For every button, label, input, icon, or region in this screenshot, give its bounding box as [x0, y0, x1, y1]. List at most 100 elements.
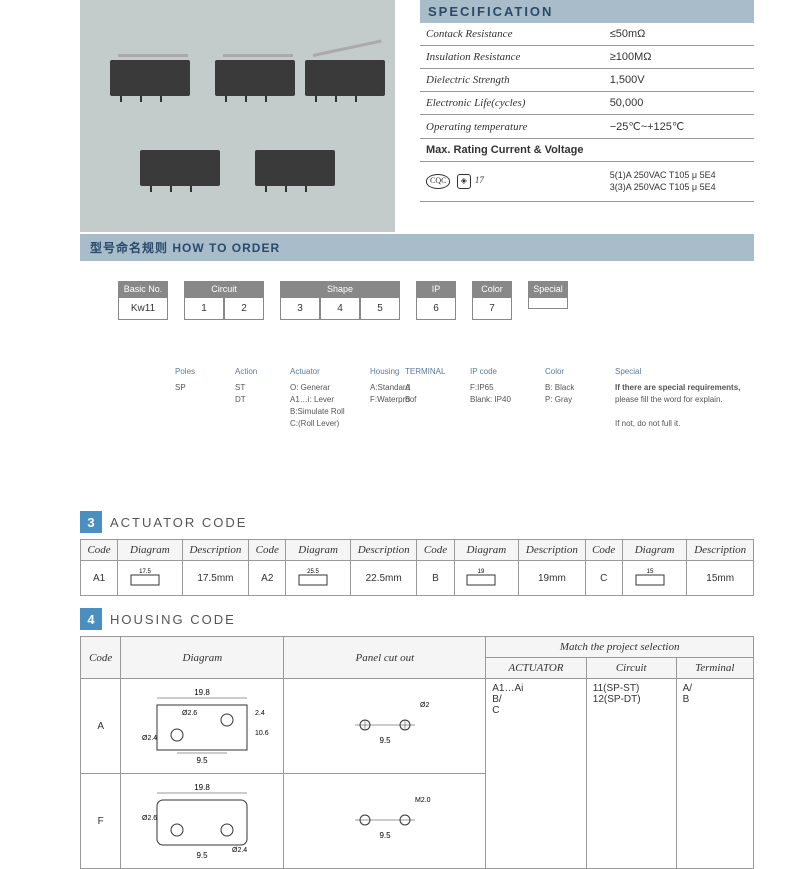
note-line: B:Simulate Roll [290, 406, 345, 418]
spec-label: Insulation Resistance [420, 46, 604, 69]
order-group: Color7 [472, 281, 512, 320]
note-line: A [405, 382, 445, 394]
spec-label: Operating temperature [420, 115, 604, 139]
actuator-cell: 17.5mm [182, 561, 249, 596]
actuator-col: Description [687, 540, 754, 561]
actuator-col: Code [249, 540, 286, 561]
col-code: Code [81, 637, 121, 679]
spec-label: Dielectric Strength [420, 69, 604, 92]
col-panel: Panel cut out [284, 637, 486, 679]
vde-code: 17 [475, 175, 484, 185]
match-terminal: A/ B [676, 679, 753, 869]
svg-text:Ø2.4: Ø2.4 [232, 847, 247, 854]
match-circuit: 11(SP-ST) 12(SP-DT) [586, 679, 676, 869]
note-title: Action [235, 366, 257, 378]
actuator-col: Code [585, 540, 622, 561]
svg-text:Ø2.4: Ø2.4 [142, 735, 157, 742]
note-title: Special [615, 366, 745, 378]
actuator-col: Description [182, 540, 249, 561]
order-group: IP6 [416, 281, 456, 320]
spec-table: Contack Resistance≤50mΩ Insulation Resis… [420, 23, 754, 202]
note-line: please fill the word for explain. [615, 394, 745, 406]
svg-text:Ø2.6: Ø2.6 [142, 815, 157, 822]
svg-text:2.4: 2.4 [255, 710, 265, 717]
housing-code: F [81, 774, 121, 869]
note-title: IP code [470, 366, 511, 378]
svg-text:19.8: 19.8 [195, 688, 211, 697]
actuator-diagram-cell: 15 [622, 561, 687, 596]
section-title: ACTUATOR CODE [110, 515, 247, 530]
housing-diagram: 19.8 Ø2.6 Ø2.4 9.5 [121, 774, 284, 869]
order-group-header: IP [416, 281, 456, 297]
note-line: A1…i: Lever [290, 394, 345, 406]
how-to-order-bar: 型号命名规则 HOW TO ORDER [80, 234, 754, 261]
svg-text:9.5: 9.5 [197, 851, 209, 860]
panel-cutout: Ø2 9.5 [284, 679, 486, 774]
actuator-col: Diagram [454, 540, 519, 561]
note-line: P: Gray [545, 394, 574, 406]
housing-diagram: 19.8 Ø2.4 Ø2.6 2.4 10.6 9.5 [121, 679, 284, 774]
note-line: If there are special requirements, [615, 382, 745, 394]
order-cell [528, 297, 568, 309]
spec-value: 1,500V [604, 69, 754, 92]
cert-line: 3(3)A 250VAC T105 μ 5E4 [610, 182, 748, 194]
order-cell: 3 [280, 297, 320, 320]
order-group: Circuit12 [184, 281, 264, 320]
actuator-cell: A2 [249, 561, 286, 596]
order-group-header: Color [472, 281, 512, 297]
order-group: Basic No.Kw11 [118, 281, 168, 320]
note-line: SP [175, 382, 195, 394]
note-line: DT [235, 394, 257, 406]
product-photo [80, 0, 395, 232]
note-line: C:(Roll Lever) [290, 418, 345, 430]
note-line: B [405, 394, 445, 406]
col-diagram: Diagram [121, 637, 284, 679]
actuator-col: Code [81, 540, 118, 561]
section-title: HOUSING CODE [110, 612, 236, 627]
actuator-cell: 19mm [519, 561, 586, 596]
note-line: O: Generar [290, 382, 345, 394]
order-group: Special [528, 281, 568, 320]
order-diagram: Basic No.Kw11Circuit12Shape345IP6Color7S… [80, 281, 754, 481]
svg-text:9.5: 9.5 [379, 736, 391, 745]
svg-text:Ø2.6: Ø2.6 [182, 710, 197, 717]
order-cell: Kw11 [118, 297, 168, 320]
section-number: 4 [80, 608, 102, 630]
svg-text:Ø2: Ø2 [420, 702, 429, 709]
housing-code: A [81, 679, 121, 774]
actuator-table: CodeDiagramDescriptionCodeDiagramDescrip… [80, 539, 754, 596]
actuator-col: Diagram [286, 540, 351, 561]
subcol-terminal: Terminal [676, 658, 753, 679]
order-group: Shape345 [280, 281, 400, 320]
order-cell: 7 [472, 297, 512, 320]
note-line: F:IP65 [470, 382, 511, 394]
actuator-col: Diagram [118, 540, 183, 561]
note-line: B: Black [545, 382, 574, 394]
note-line: ST [235, 382, 257, 394]
note-line: Blank: IP40 [470, 394, 511, 406]
actuator-diagram-cell: 19 [454, 561, 519, 596]
subcol-actuator: ACTUATOR [486, 658, 587, 679]
order-group-header: Special [528, 281, 568, 297]
spec-header: SPECIFICATION [420, 0, 754, 23]
spec-label: Electronic Life(cycles) [420, 92, 604, 115]
order-group-header: Circuit [184, 281, 264, 297]
svg-text:10.6: 10.6 [255, 730, 269, 737]
spec-value: 50,000 [604, 92, 754, 115]
order-cell: 4 [320, 297, 360, 320]
cert-badges: CQC ◈17 [420, 162, 604, 202]
spec-value: ≥100MΩ [604, 46, 754, 69]
svg-text:17.5: 17.5 [139, 569, 151, 575]
svg-text:19: 19 [478, 569, 485, 575]
actuator-cell: B [417, 561, 454, 596]
subcol-circuit: Circuit [586, 658, 676, 679]
actuator-cell: A1 [81, 561, 118, 596]
col-match: Match the project selection [486, 637, 754, 658]
actuator-cell: 15mm [687, 561, 754, 596]
cqc-badge: CQC [426, 174, 450, 188]
cert-line: 5(1)A 250VAC T105 μ 5E4 [610, 170, 748, 182]
order-group-header: Shape [280, 281, 400, 297]
match-actuator: A1…Ai B/ C [486, 679, 587, 869]
actuator-col: Description [519, 540, 586, 561]
svg-text:25.5: 25.5 [307, 569, 319, 575]
